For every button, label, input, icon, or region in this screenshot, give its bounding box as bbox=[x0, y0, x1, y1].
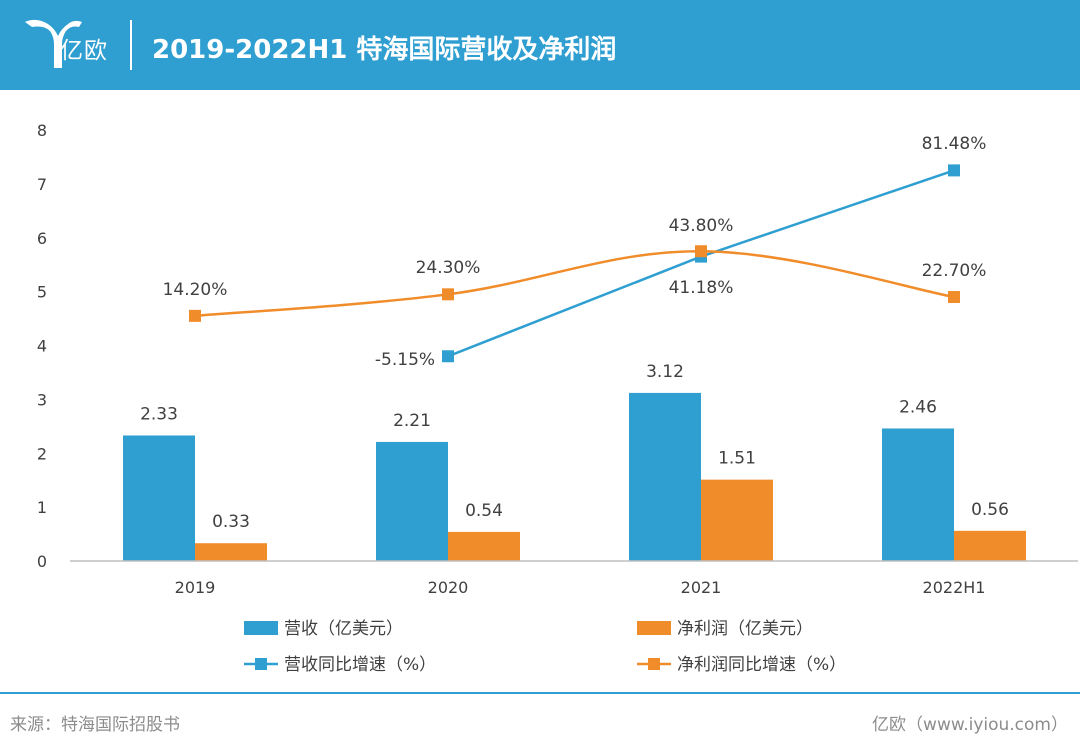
yiou-logo-icon bbox=[25, 19, 82, 69]
legend-label: 营收（亿美元） bbox=[284, 619, 403, 639]
x-tick-label: 2020 bbox=[428, 578, 469, 597]
revenue-growth-label: 81.48% bbox=[922, 134, 987, 154]
header-divider bbox=[130, 20, 132, 70]
net-profit-bar-label: 1.51 bbox=[718, 449, 756, 469]
legend-swatch bbox=[637, 621, 671, 635]
net-profit-growth-marker bbox=[695, 245, 707, 258]
page-title: 2019-2022H1 特海国际营收及净利润 bbox=[152, 35, 617, 65]
x-tick-label: 2022H1 bbox=[923, 578, 986, 597]
line-series bbox=[189, 164, 960, 363]
legend-marker bbox=[255, 658, 267, 670]
y-tick-label: 7 bbox=[37, 175, 47, 194]
source-note: 来源：特海国际招股书 bbox=[10, 715, 180, 735]
net-profit-growth-label: 43.80% bbox=[669, 216, 734, 236]
net-profit-growth-marker bbox=[442, 288, 454, 301]
site-credit: 亿欧（www.iyiou.com） bbox=[872, 715, 1068, 735]
net-profit-growth-label: 24.30% bbox=[416, 258, 481, 278]
legend-marker bbox=[648, 658, 660, 670]
net-profit-growth-marker bbox=[948, 291, 960, 304]
legend-label: 净利润（亿美元） bbox=[677, 619, 813, 639]
net-profit-bar-label: 0.33 bbox=[212, 512, 250, 532]
y-tick-label: 8 bbox=[37, 121, 47, 140]
revenue-growth-marker bbox=[948, 164, 960, 177]
legend-swatch bbox=[244, 621, 278, 635]
revenue-bar-label: 3.12 bbox=[646, 362, 684, 382]
y-tick-label: 3 bbox=[37, 390, 47, 409]
legend-label: 营收同比增速（%） bbox=[284, 655, 436, 675]
revenue-growth-label: -5.15% bbox=[375, 350, 435, 370]
revenue-bar bbox=[882, 428, 954, 561]
combo-chart: 0 1 2 3 4 5 6 7 8 2.33 2.21 3.12 2.46 0.33 0.54 1.51 0.… bbox=[37, 121, 1078, 675]
net-profit-bar bbox=[954, 530, 1026, 561]
y-tick-label: 1 bbox=[37, 498, 47, 517]
revenue-growth-marker bbox=[442, 350, 454, 363]
x-axis-ticks: 2019 2020 2021 2022H1 bbox=[175, 578, 986, 597]
y-tick-label: 4 bbox=[37, 337, 47, 356]
net-profit-bar bbox=[195, 543, 267, 561]
y-tick-label: 0 bbox=[37, 552, 47, 571]
x-tick-label: 2019 bbox=[175, 578, 216, 597]
revenue-bar-label: 2.21 bbox=[393, 411, 431, 431]
y-tick-label: 6 bbox=[37, 229, 47, 248]
net-profit-growth-label: 22.70% bbox=[922, 261, 987, 281]
net-profit-growth-marker bbox=[189, 309, 201, 322]
y-tick-label: 2 bbox=[37, 444, 47, 463]
net-profit-growth-line bbox=[194, 249, 955, 318]
chart-legend: 营收（亿美元） 净利润（亿美元） 营收同比增速（%） 净利润同比增速（%） bbox=[244, 619, 846, 675]
net-profit-bar bbox=[448, 531, 520, 561]
data-labels: 2.33 2.21 3.12 2.46 0.33 0.54 1.51 0.56 -5.15% 41… bbox=[140, 134, 1009, 532]
revenue-bar bbox=[376, 441, 448, 561]
y-tick-label: 5 bbox=[37, 283, 47, 302]
net-profit-bar-label: 0.54 bbox=[465, 501, 503, 521]
footer-divider bbox=[0, 692, 1080, 694]
x-tick-label: 2021 bbox=[681, 578, 722, 597]
revenue-growth-label: 41.18% bbox=[669, 278, 734, 298]
y-axis-ticks: 0 1 2 3 4 5 6 7 8 bbox=[37, 121, 47, 571]
net-profit-bar bbox=[701, 479, 773, 561]
revenue-growth-line bbox=[447, 169, 955, 358]
legend-label: 净利润同比增速（%） bbox=[677, 655, 846, 675]
revenue-bar bbox=[629, 392, 701, 561]
net-profit-growth-label: 14.20% bbox=[163, 280, 228, 300]
header-bar: 亿欧 2019-2022H1 特海国际营收及净利润 bbox=[0, 0, 1080, 90]
revenue-bar-label: 2.33 bbox=[140, 404, 178, 424]
bar-series bbox=[123, 392, 1026, 561]
revenue-bar bbox=[123, 435, 195, 561]
logo-text: 亿欧 bbox=[60, 38, 108, 64]
revenue-bar-label: 2.46 bbox=[899, 397, 937, 417]
net-profit-bar-label: 0.56 bbox=[971, 500, 1009, 520]
